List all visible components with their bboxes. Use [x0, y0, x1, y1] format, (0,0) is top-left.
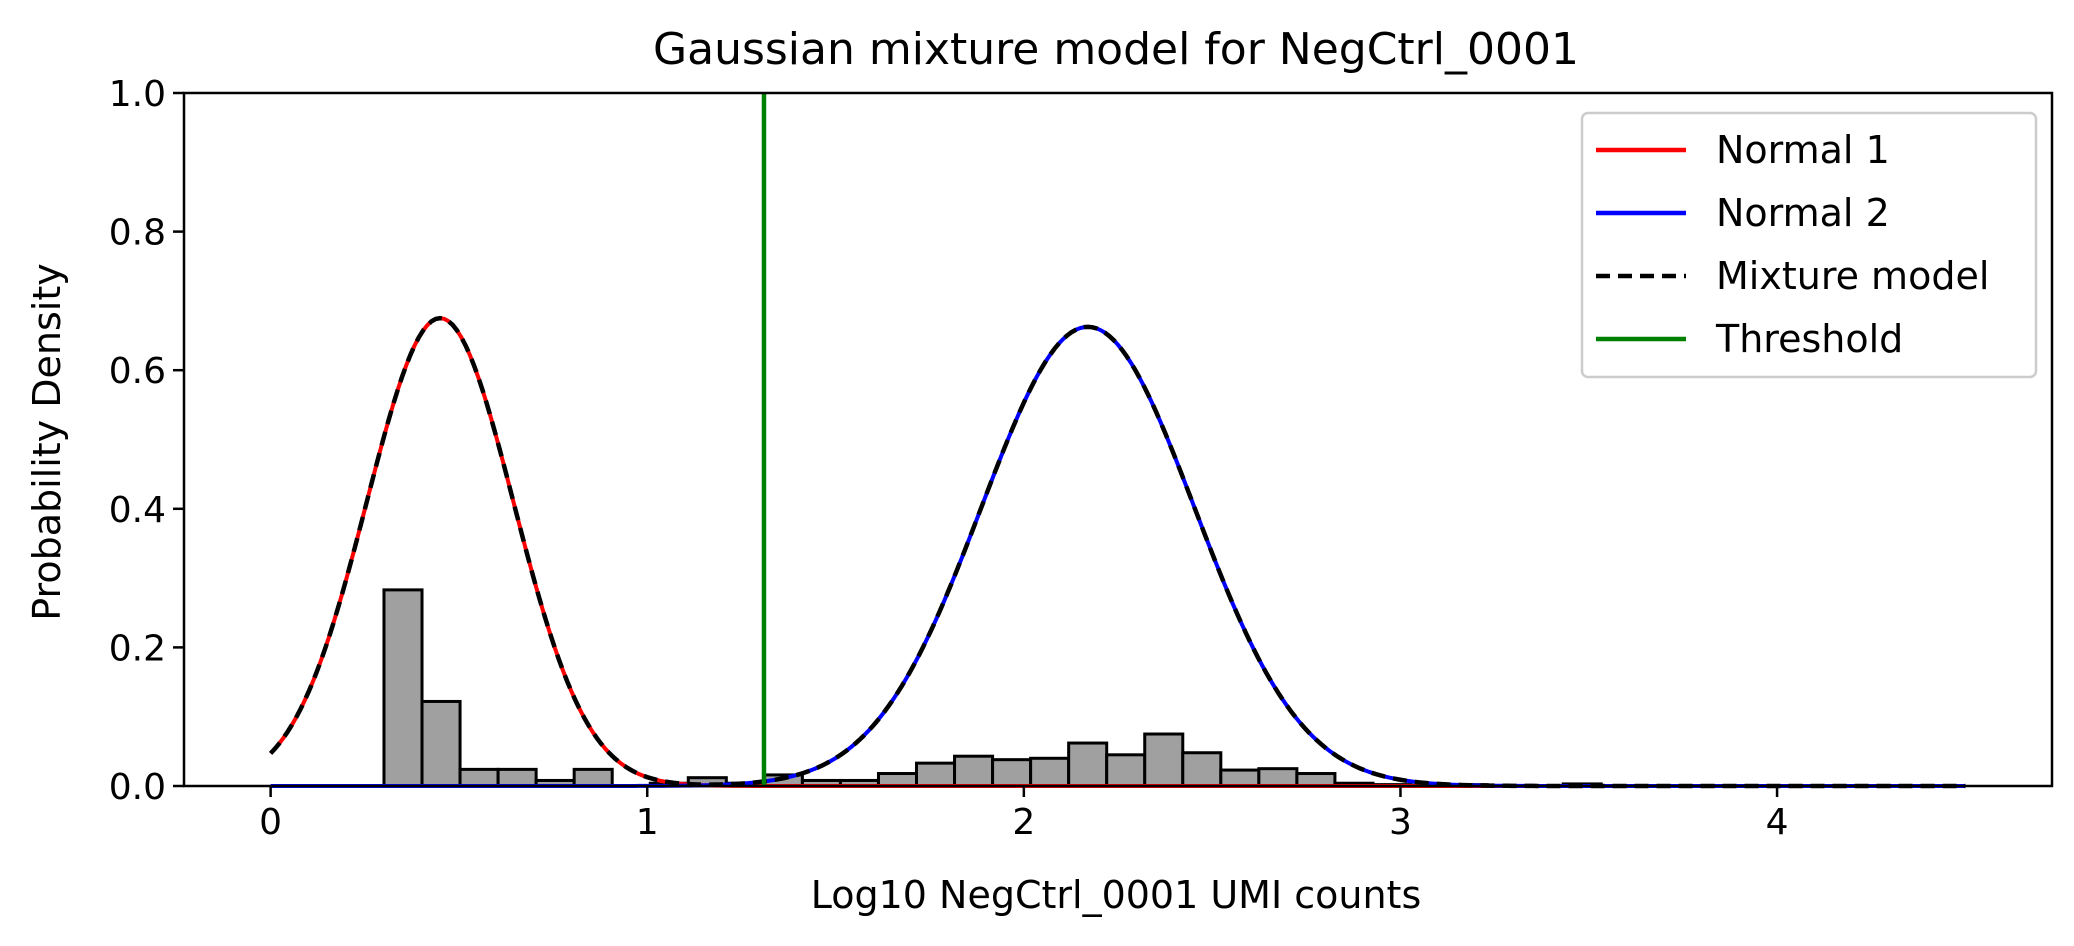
normal-2-curve [270, 324, 1966, 788]
legend-label: Normal 2 [1716, 191, 1890, 235]
y-tick-label: 0.8 [109, 213, 166, 254]
plot-frame [182, 91, 2054, 788]
histogram-bar [1143, 732, 1185, 788]
histogram-bar [953, 754, 995, 788]
y-tick-label: 0.6 [109, 351, 166, 392]
histogram-bar [496, 767, 538, 788]
chart-title: Gaussian mixture model for NegCtrl_0001 [653, 24, 1579, 75]
histogram-bar [572, 767, 614, 788]
x-tick-label: 2 [1012, 802, 1035, 843]
legend-label: Normal 1 [1716, 128, 1890, 172]
legend-label: Mixture model [1716, 254, 1989, 298]
x-tick-label: 1 [636, 802, 659, 843]
density-curves [268, 315, 1966, 789]
mixture-model-curve [268, 315, 1966, 789]
x-axis-label: Log10 NegCtrl_0001 UMI counts [811, 873, 1422, 917]
x-tick-label: 0 [259, 802, 282, 843]
histogram-bar [1257, 767, 1299, 788]
histogram-bar [382, 588, 424, 788]
x-tick-label: 4 [1766, 802, 1789, 843]
histogram-bar [1067, 741, 1109, 788]
histogram-bar [420, 699, 462, 788]
histogram-bar [1105, 753, 1147, 788]
histogram-bar [1219, 768, 1261, 788]
legend-box [1580, 111, 2038, 379]
x-tick-label: 3 [1389, 802, 1412, 843]
histogram-bar [1181, 751, 1223, 788]
x-axis-ticks: 0 1 2 3 4 [259, 786, 1789, 843]
y-tick-label: 1.0 [109, 74, 166, 115]
histogram-bar [1029, 756, 1071, 788]
y-axis-ticks: 0.0 0.2 0.4 0.6 0.8 1.0 [109, 74, 184, 808]
histogram-bar [991, 758, 1033, 788]
legend: Normal 1 Normal 2 Mixture model Threshold [1580, 111, 2038, 379]
histogram-bar [915, 761, 957, 788]
histogram-bar [458, 767, 500, 788]
y-tick-label: 0.0 [109, 767, 166, 808]
y-tick-label: 0.4 [109, 490, 166, 531]
y-axis-label: Probability Density [25, 263, 69, 620]
y-tick-label: 0.2 [109, 628, 166, 669]
legend-label: Threshold [1715, 317, 1903, 361]
histogram-bars [382, 588, 1603, 788]
